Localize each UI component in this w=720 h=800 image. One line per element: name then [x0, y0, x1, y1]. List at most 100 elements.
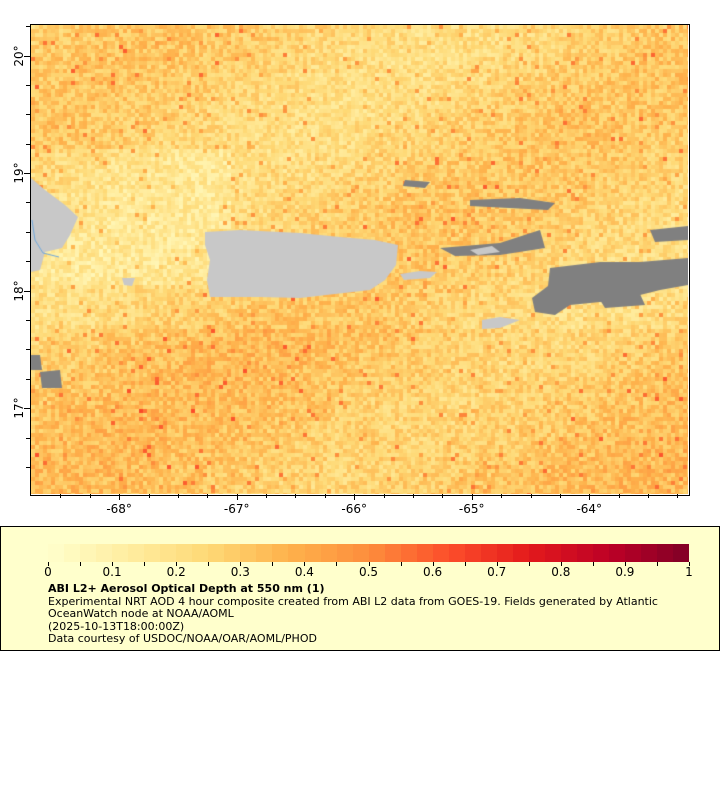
colorbar-tick — [112, 562, 114, 566]
lat-tick — [24, 173, 30, 175]
lat-tick-label: 19° — [12, 162, 26, 184]
lon-tick-label: -64° — [576, 502, 603, 516]
legend-credit: Data courtesy of USDOC/NOAA/OAR/AOML/PHO… — [48, 632, 317, 645]
colorbar-step — [128, 544, 145, 562]
colorbar-tick — [240, 562, 242, 566]
colorbar-label: 0.2 — [166, 565, 186, 579]
colorbar-step — [112, 544, 129, 562]
colorbar-tick — [624, 562, 626, 566]
colorbar-step — [368, 544, 385, 562]
lat-tick — [26, 84, 30, 86]
colorbar-step — [625, 544, 642, 562]
colorbar-label: 0.8 — [551, 565, 571, 579]
colorbar-step — [384, 544, 401, 562]
colorbar-tick — [80, 562, 82, 566]
lon-tick — [324, 494, 326, 498]
legend-time: (2025-10-13T18:00:00Z) — [48, 619, 185, 633]
colorbar-label: 0.5 — [358, 565, 379, 579]
legend-description: Experimental NRT AOD 4 hour composite cr… — [48, 594, 658, 620]
colorbar — [48, 544, 690, 562]
colorbar-tick — [144, 562, 146, 566]
colorbar-step — [512, 544, 529, 562]
colorbar-step — [464, 544, 481, 562]
colorbar-step — [609, 544, 626, 562]
colorbar-tick — [656, 562, 658, 566]
colorbar-step — [272, 544, 289, 562]
colorbar-step — [673, 544, 690, 562]
colorbar-label: 1 — [685, 565, 693, 579]
colorbar-step — [561, 544, 578, 562]
colorbar-label: 0.4 — [294, 565, 314, 579]
aod-map-image — [31, 25, 688, 494]
colorbar-step — [192, 544, 209, 562]
lat-tick — [24, 408, 30, 410]
colorbar-step — [577, 544, 594, 562]
lon-tick — [89, 494, 91, 498]
lon-tick — [471, 494, 473, 500]
colorbar-label: 0 — [44, 565, 52, 579]
colorbar-tick — [689, 562, 690, 566]
colorbar-step — [240, 544, 257, 562]
colorbar-step — [160, 544, 177, 562]
colorbar-tick — [48, 562, 49, 566]
lon-tick — [266, 494, 268, 498]
lat-tick — [26, 231, 30, 233]
colorbar-step — [448, 544, 465, 562]
colorbar-tick — [496, 562, 498, 566]
colorbar-step — [336, 544, 353, 562]
legend-panel: 0 0.1 0.2 0.3 0.4 0.5 0.6 0.7 0.8 0.9 1 ABI L2+ Ae… — [0, 526, 720, 651]
colorbar-label: 0.6 — [423, 565, 443, 579]
colorbar-tick — [560, 562, 562, 566]
lon-tick — [559, 494, 561, 498]
lon-tick — [589, 494, 591, 500]
colorbar-label: 0.1 — [102, 565, 122, 579]
lat-tick — [26, 26, 30, 28]
colorbar-step — [528, 544, 545, 562]
lat-tick-label: 20° — [12, 44, 26, 67]
legend-title: ABI L2+ Aerosol Optical Depth at 550 nm … — [48, 582, 325, 595]
colorbar-step — [657, 544, 674, 562]
lon-tick — [148, 494, 150, 498]
lon-tick — [383, 494, 385, 498]
colorbar-tick — [592, 562, 594, 566]
colorbar-tick — [272, 562, 274, 566]
colorbar-step — [416, 544, 433, 562]
lat-tick-label: 17° — [12, 397, 26, 419]
colorbar-step — [352, 544, 369, 562]
lon-tick — [295, 494, 297, 498]
colorbar-step — [304, 544, 321, 562]
colorbar-step — [224, 544, 241, 562]
lon-tick — [60, 494, 62, 498]
lon-tick — [236, 494, 238, 500]
colorbar-step — [641, 544, 658, 562]
lon-tick — [177, 494, 179, 498]
colorbar-step — [144, 544, 161, 562]
lat-tick — [26, 466, 30, 468]
colorbar-tick — [336, 562, 338, 566]
colorbar-label: 0.3 — [230, 565, 250, 579]
lon-tick-label: -65° — [458, 502, 485, 516]
lon-tick — [648, 494, 650, 498]
colorbar-step — [432, 544, 449, 562]
colorbar-step — [320, 544, 337, 562]
colorbar-step — [48, 544, 65, 562]
lat-tick — [26, 349, 30, 351]
lon-tick-label: -68° — [106, 502, 132, 516]
lon-tick — [119, 494, 121, 500]
lat-tick-label: 18° — [12, 280, 26, 302]
colorbar-step — [544, 544, 561, 562]
colorbar-step — [80, 544, 97, 562]
colorbar-label: 0.9 — [615, 565, 635, 579]
lon-tick — [530, 494, 532, 498]
colorbar-label: 0.7 — [487, 565, 507, 579]
lon-tick — [207, 494, 209, 498]
lat-tick — [26, 320, 30, 322]
colorbar-tick — [304, 562, 306, 566]
lon-tick — [354, 494, 356, 500]
colorbar-tick — [176, 562, 178, 566]
lon-tick — [442, 494, 444, 498]
lat-tick — [26, 143, 30, 145]
colorbar-tick — [464, 562, 466, 566]
lat-tick — [24, 290, 30, 292]
colorbar-tick — [528, 562, 530, 566]
